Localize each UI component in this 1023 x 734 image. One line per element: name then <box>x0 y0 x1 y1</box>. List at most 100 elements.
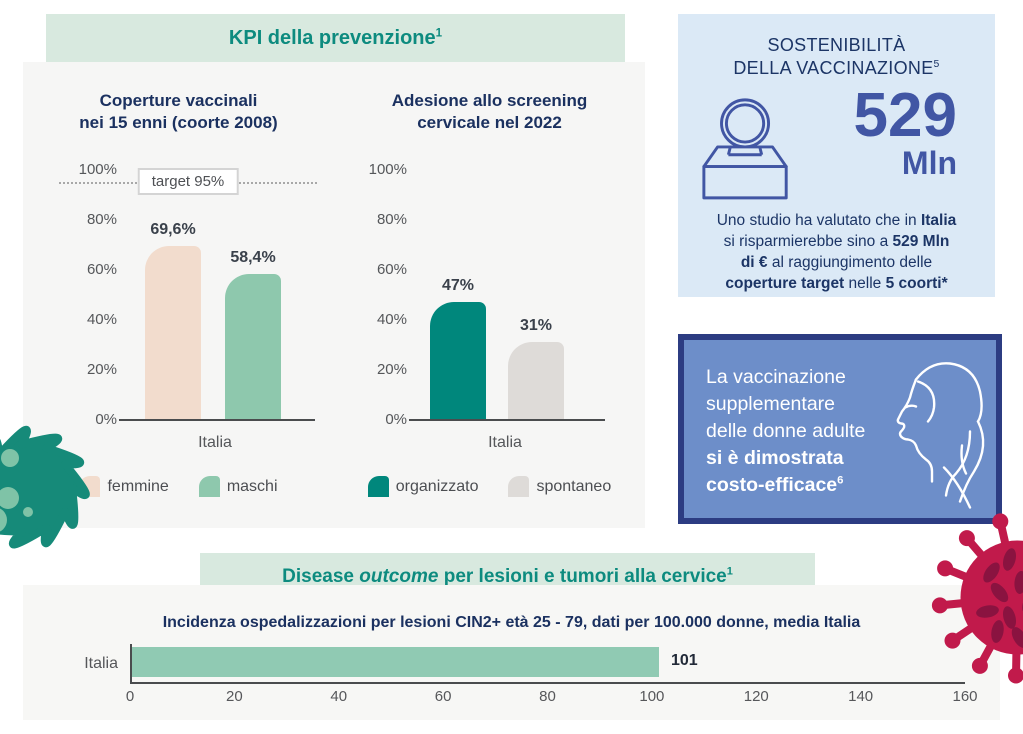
legend-item: organizzato <box>367 476 479 497</box>
hospitalization-incidence-chart: Italia 101 0 20 40 60 80 100 120 140 160 <box>23 644 1000 706</box>
text-segment: 5 <box>933 59 940 70</box>
text-line: delle donne adulte <box>706 418 865 445</box>
text-segment: outcome <box>359 565 439 587</box>
text-segment: nelle <box>844 275 886 292</box>
bar-value-label: 31% <box>519 317 553 334</box>
sustainability-text: Uno studio ha valutato che in Italia si r… <box>678 210 995 294</box>
legend-swatch <box>508 476 530 497</box>
chart-plot-area: 100% 80% 60% 40% 20% 0% target 95% 69,6% 58,4% It… <box>59 161 317 451</box>
chart-title-line: nei 15 enni (coorte 2008) <box>79 113 278 132</box>
text-segment: Italia <box>920 212 957 229</box>
text-line: di € al raggiungimento delle <box>678 252 995 273</box>
category-label: Italia <box>198 434 232 451</box>
legend-item: maschi <box>198 476 278 497</box>
chart-bar <box>508 342 564 420</box>
target-line: target 95% <box>59 167 317 195</box>
virus-icon-teal <box>0 425 90 549</box>
text-line: Uno studio ha valutato che in Italia <box>678 210 995 231</box>
text-segment: coperture target <box>725 275 845 292</box>
savings-number: 529 <box>853 81 957 150</box>
text-line: SOSTENIBILITÀ <box>678 34 995 57</box>
text-line: DELLA VACCINAZIONE5 <box>678 57 995 80</box>
text-segment: Uno studio ha valutato che in <box>716 212 921 229</box>
y-axis-line <box>130 644 132 684</box>
x-axis-line <box>119 419 315 421</box>
screening-adherence-chart: Adesione allo screening cervicale nel 202… <box>334 62 645 528</box>
cost-effective-callout: La vaccinazione supplementare delle donne … <box>678 334 1002 524</box>
text-segment: al raggiungimento delle <box>767 254 933 271</box>
vaccination-coverage-chart: Coperture vaccinali nei 15 enni (coorte 2… <box>23 62 334 528</box>
y-axis-tick-label: 20% <box>376 361 407 378</box>
kpi-header-banner: KPI della prevenzione1 <box>46 14 625 62</box>
x-axis-line <box>130 682 965 684</box>
y-axis-tick-label: 40% <box>86 311 117 328</box>
kpi-header-title: KPI della prevenzione1 <box>229 27 442 50</box>
text-segment: di € <box>740 254 768 271</box>
hbar-chart-title: Incidenza ospedalizzazioni per lesioni C… <box>162 614 861 631</box>
y-axis-tick-label: 100% <box>368 161 407 178</box>
virus-icon-crimson <box>931 513 1023 684</box>
sustainability-panel: SOSTENIBILITÀ DELLA VACCINAZIONE5 529 Mln… <box>678 14 995 297</box>
x-axis-tick-label: 0 <box>125 688 135 705</box>
x-axis-tick-label: 80 <box>539 688 556 705</box>
text-segment: DELLA VACCINAZIONE <box>733 58 934 78</box>
sustainability-title: SOSTENIBILITÀ DELLA VACCINAZIONE5 <box>678 34 995 80</box>
category-label: Italia <box>488 434 522 451</box>
legend-label: femmine <box>107 477 169 495</box>
y-axis-tick-label: 100% <box>78 161 117 178</box>
y-axis-tick-label: 40% <box>376 311 407 328</box>
woman-profile-icon <box>896 362 985 509</box>
text-segment: si è dimostrata <box>706 447 844 469</box>
savings-amount: 529 Mln <box>796 81 995 181</box>
callout-text: La vaccinazione supplementare delle donne … <box>706 364 865 499</box>
x-axis-tick-label: 20 <box>226 688 243 705</box>
bar-value-label: 47% <box>441 277 475 294</box>
text-segment: per lesioni e tumori alla cervice <box>438 565 727 587</box>
text-segment: si risparmierebbe sino a <box>723 233 893 250</box>
chart-title-line: Coperture vaccinali <box>99 91 258 110</box>
text-segment: Disease <box>282 565 360 587</box>
text-line: si è dimostrata <box>706 445 865 472</box>
y-axis-tick-label: 0% <box>385 411 407 428</box>
text-line: costo-efficace6 <box>706 472 865 499</box>
legend-swatch <box>198 476 220 497</box>
text-line: supplementare <box>706 391 865 418</box>
text-segment: 5 coorti* <box>885 275 948 292</box>
text-line: coperture target nelle 5 coorti* <box>678 273 995 294</box>
chart-title: Coperture vaccinali nei 15 enni (coorte 2… <box>23 90 334 134</box>
x-axis-tick-label: 160 <box>952 688 978 705</box>
text-line: si risparmierebbe sino a 529 Mln <box>678 231 995 252</box>
chart-title-line: cervicale nel 2022 <box>417 113 562 132</box>
text-segment: supplementare <box>706 393 835 415</box>
sustainability-figure-row: 529 Mln <box>678 80 995 202</box>
y-axis-tick-label: 80% <box>86 211 117 228</box>
legend-label: organizzato <box>395 477 479 495</box>
bar-value-label: 58,4% <box>230 249 276 266</box>
text-segment: SOSTENIBILITÀ <box>767 35 906 55</box>
text-segment: 1 <box>726 565 733 578</box>
text-segment: KPI della prevenzione <box>228 26 436 49</box>
x-axis-tick-label: 100 <box>639 688 665 705</box>
legend-swatch <box>367 476 389 497</box>
outcome-header-title: Disease outcome per lesioni e tumori all… <box>282 566 733 588</box>
legend-item: spontaneo <box>508 476 611 497</box>
x-axis-tick-label: 40 <box>330 688 348 705</box>
text-segment: La vaccinazione <box>706 366 846 388</box>
chart-title: Adesione allo screening cervicale nel 202… <box>334 90 645 134</box>
legend-label: maschi <box>226 477 278 495</box>
bar-value-label: 69,6% <box>150 221 196 238</box>
x-axis-tick-label: 140 <box>848 688 874 705</box>
y-axis-tick-label: 0% <box>95 411 117 428</box>
y-axis-tick-label: 80% <box>376 211 407 228</box>
text-segment: costo-efficace <box>706 474 838 496</box>
savings-unit: Mln <box>901 145 957 181</box>
kpi-panel: Coperture vaccinali nei 15 enni (coorte 2… <box>23 62 645 528</box>
bar-value-label: 101 <box>671 652 698 669</box>
chart-bar <box>225 274 281 420</box>
target-label: target 95% <box>137 167 239 195</box>
outcome-panel: Incidenza ospedalizzazioni per lesioni C… <box>23 585 1000 720</box>
text-segment: 1 <box>435 25 443 39</box>
y-axis-tick-label: 20% <box>86 361 117 378</box>
text-line: La vaccinazione <box>706 364 865 391</box>
